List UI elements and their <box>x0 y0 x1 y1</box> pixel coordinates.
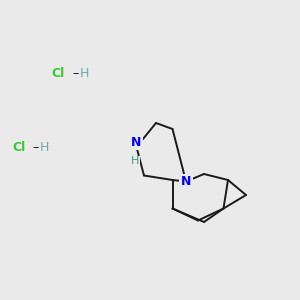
Text: –: – <box>33 141 39 154</box>
Text: N: N <box>181 175 191 188</box>
Text: N: N <box>131 136 142 149</box>
Text: H: H <box>131 156 139 167</box>
Text: –: – <box>73 67 79 80</box>
Text: Cl: Cl <box>12 141 25 154</box>
Text: Cl: Cl <box>52 67 65 80</box>
Text: H: H <box>79 67 89 80</box>
Text: H: H <box>40 141 49 154</box>
